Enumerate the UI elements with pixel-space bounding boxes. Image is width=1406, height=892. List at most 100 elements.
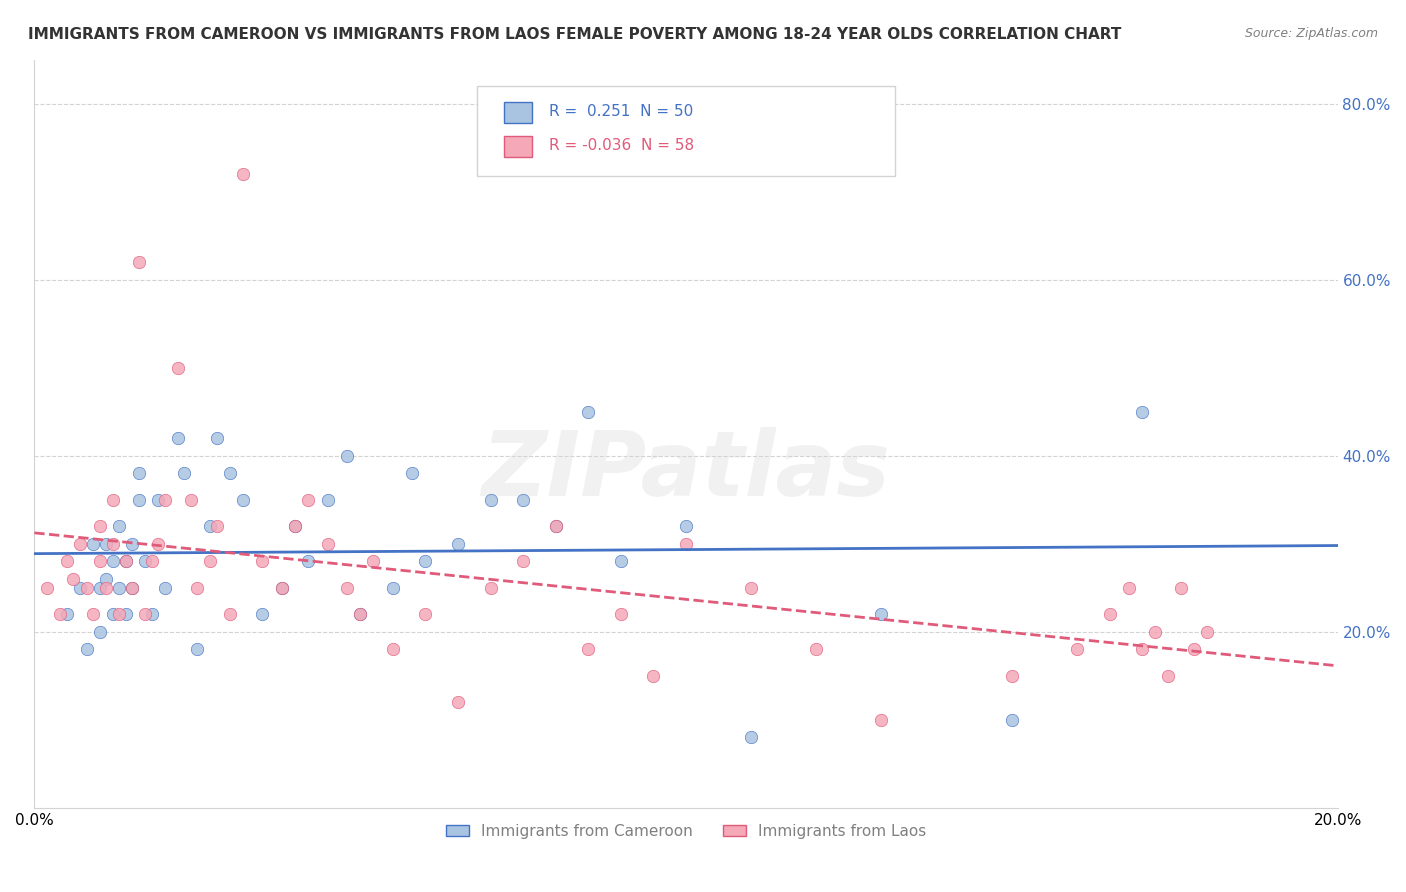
Point (94, 537, 117, 551)
Point (56, 607, 79, 621)
Point (166, 360, 188, 375)
Point (610, 607, 633, 621)
Point (512, 492, 534, 507)
Point (148, 492, 170, 507)
Point (153, 581, 176, 595)
Point (252, 607, 274, 621)
Text: ZIPatlas: ZIPatlas (481, 427, 890, 515)
Point (1066, 642, 1088, 657)
Point (271, 581, 294, 595)
Text: R = -0.036  N = 58: R = -0.036 N = 58 (550, 138, 695, 153)
Point (205, 431, 228, 445)
Point (108, 581, 131, 595)
Point (166, 431, 188, 445)
Point (740, 731, 762, 745)
Point (56, 554, 79, 568)
Point (69, 537, 91, 551)
Point (101, 554, 124, 568)
Point (806, 642, 828, 657)
Point (740, 581, 762, 595)
Point (1118, 581, 1140, 595)
Point (316, 537, 339, 551)
Point (89, 554, 111, 568)
Text: R =  0.251  N = 50: R = 0.251 N = 50 (550, 104, 693, 120)
Point (1144, 624, 1167, 639)
Text: Source: ZipAtlas.com: Source: ZipAtlas.com (1244, 27, 1378, 40)
Point (381, 581, 404, 595)
Point (62, 572, 84, 586)
Point (336, 449, 359, 463)
Point (381, 642, 404, 657)
Point (218, 607, 240, 621)
Point (297, 492, 319, 507)
Point (141, 554, 163, 568)
Point (316, 492, 339, 507)
Point (1182, 642, 1205, 657)
Point (1098, 607, 1121, 621)
Point (37, 581, 59, 595)
Point (49, 607, 72, 621)
Point (141, 607, 163, 621)
Point (101, 492, 124, 507)
Point (108, 519, 131, 533)
Point (114, 607, 136, 621)
Point (153, 492, 176, 507)
Point (148, 537, 170, 551)
Point (576, 405, 599, 419)
Point (89, 519, 111, 533)
Point (134, 554, 156, 568)
Point (82, 607, 104, 621)
Point (512, 554, 534, 568)
FancyBboxPatch shape (503, 103, 533, 123)
Point (128, 492, 150, 507)
Point (479, 492, 502, 507)
Point (186, 581, 208, 595)
Point (544, 519, 567, 533)
Point (675, 537, 697, 551)
Legend: Immigrants from Cameroon, Immigrants from Laos: Immigrants from Cameroon, Immigrants fro… (440, 818, 932, 845)
Point (1170, 581, 1192, 595)
Point (415, 607, 437, 621)
Point (121, 537, 143, 551)
Point (284, 519, 307, 533)
Point (180, 492, 202, 507)
FancyBboxPatch shape (478, 86, 894, 176)
Point (101, 537, 124, 551)
Point (94, 572, 117, 586)
Point (1197, 624, 1219, 639)
Point (76, 642, 98, 657)
Point (76, 581, 98, 595)
Point (361, 554, 384, 568)
Point (89, 624, 111, 639)
Point (610, 554, 633, 568)
Point (205, 519, 228, 533)
Point (69, 581, 91, 595)
Point (82, 537, 104, 551)
Point (186, 642, 208, 657)
Point (114, 554, 136, 568)
Point (232, 492, 254, 507)
Point (134, 607, 156, 621)
Point (447, 695, 470, 709)
Point (1157, 669, 1180, 683)
Text: IMMIGRANTS FROM CAMEROON VS IMMIGRANTS FROM LAOS FEMALE POVERTY AMONG 18-24 YEAR: IMMIGRANTS FROM CAMEROON VS IMMIGRANTS F… (28, 27, 1122, 42)
Point (101, 607, 124, 621)
Point (200, 519, 222, 533)
Point (643, 669, 665, 683)
Point (401, 467, 423, 481)
Point (1130, 642, 1153, 657)
Point (94, 581, 117, 595)
Point (447, 537, 470, 551)
Point (1001, 713, 1024, 727)
Point (200, 554, 222, 568)
Point (297, 554, 319, 568)
Point (870, 713, 893, 727)
Point (576, 642, 599, 657)
Point (128, 467, 150, 481)
Point (479, 581, 502, 595)
Point (1130, 405, 1153, 419)
Point (121, 581, 143, 595)
Point (121, 581, 143, 595)
Point (271, 581, 294, 595)
FancyBboxPatch shape (503, 136, 533, 157)
